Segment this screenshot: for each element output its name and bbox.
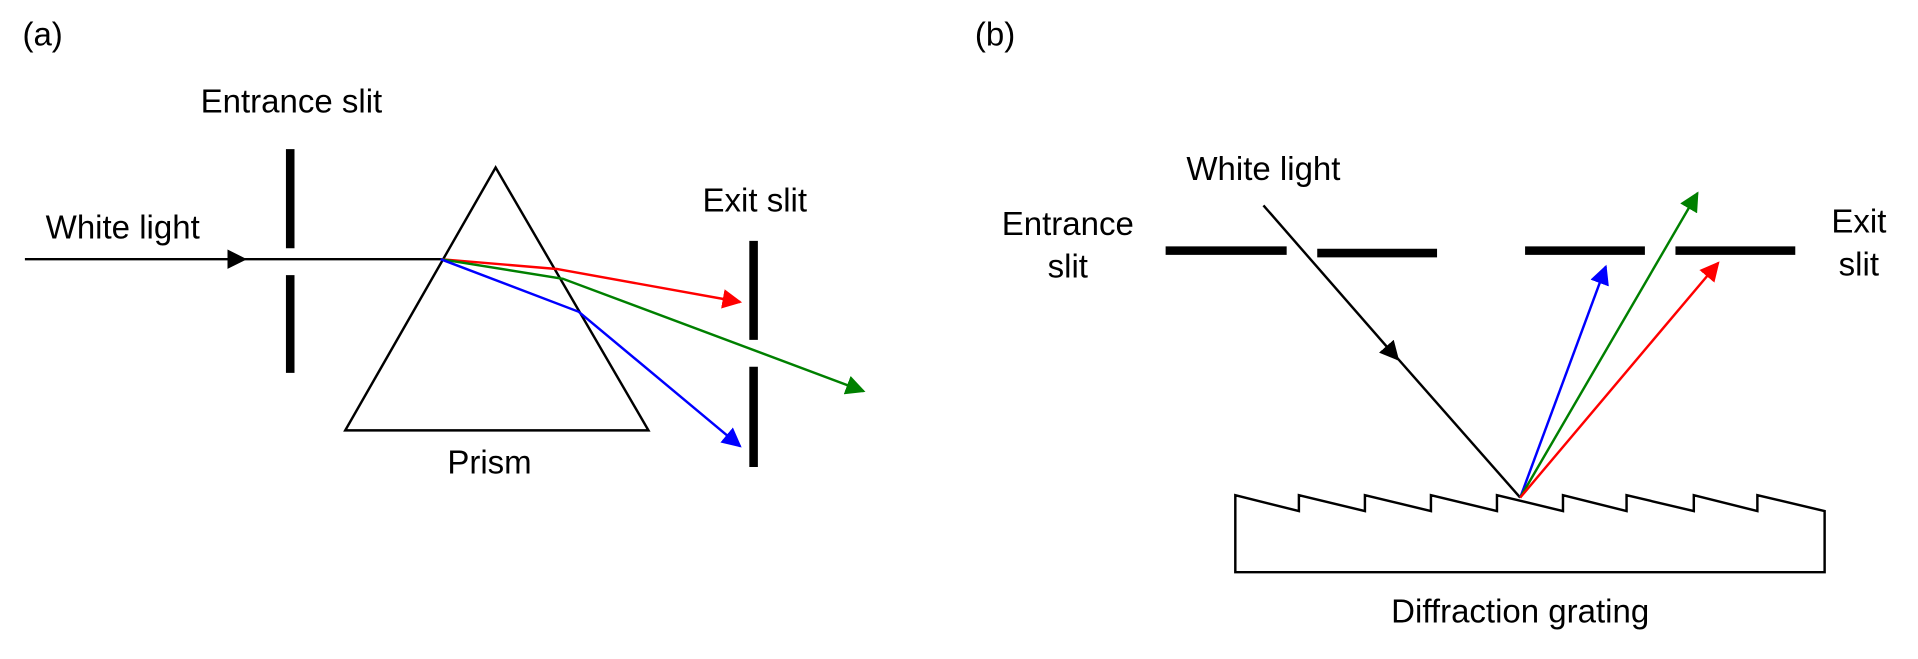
green-ray xyxy=(1519,191,1699,499)
exit-slit-label: Exit slit xyxy=(703,182,808,219)
panel-label: (b) xyxy=(975,15,1015,52)
blue-ray xyxy=(1519,264,1609,499)
light-ray xyxy=(1262,204,1400,361)
red-ray xyxy=(440,257,743,309)
panel-a: (a) Entrance slit White light Exit slit … xyxy=(22,15,866,480)
entrance-slit-label: slit xyxy=(1048,248,1088,285)
red-ray xyxy=(1519,261,1720,499)
white-light-label: White light xyxy=(1186,150,1340,187)
panel-b: (b) White light Entrance slit Exit slit … xyxy=(975,15,1886,629)
entrance-slit-label: Entrance slit xyxy=(201,83,383,120)
blue-ray xyxy=(440,258,742,448)
green-ray xyxy=(440,257,866,395)
grating xyxy=(1234,493,1826,574)
exit-slit-label: slit xyxy=(1839,245,1879,282)
entrance-slit-label: Entrance xyxy=(1002,205,1134,242)
prism-label: Prism xyxy=(447,443,531,480)
prism xyxy=(343,165,651,432)
light-ray xyxy=(1393,353,1522,499)
white-light-label: White light xyxy=(46,209,200,246)
exit-slit-label: Exit xyxy=(1831,202,1886,239)
panel-label: (a) xyxy=(22,15,62,52)
grating-label: Diffraction grating xyxy=(1391,592,1649,629)
